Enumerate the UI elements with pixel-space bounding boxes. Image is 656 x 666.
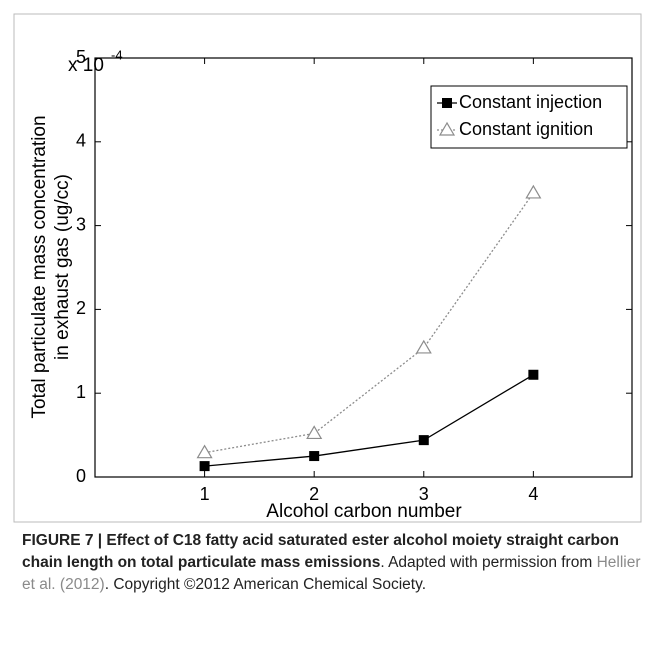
caption-title: FIGURE 7 | Effect of C18 fatty acid satu…: [22, 532, 619, 571]
legend-label: Constant injection: [459, 92, 602, 112]
chart: x 10 -4 Total particulate mass concentra…: [13, 13, 642, 523]
marker: [418, 435, 429, 446]
legend-marker: [438, 121, 456, 136]
x-axis-label: Alcohol carbon number: [266, 501, 462, 522]
y-tick-label: 4: [76, 131, 86, 151]
legend-box: [430, 85, 628, 149]
y-axis-label: Total particulate mass concentration: [29, 115, 50, 418]
plot-frame: [94, 57, 633, 478]
marker: [415, 339, 432, 354]
x-tick-label: 2: [309, 484, 319, 504]
series-line: [204, 192, 534, 454]
caption-text: . Adapted with permission from: [380, 554, 593, 571]
caption-citation: Hellier et al. (2012): [22, 554, 641, 593]
series-line: [204, 374, 534, 467]
y-tick-label: 2: [76, 298, 86, 318]
legend-marker: [442, 98, 452, 108]
marker: [309, 451, 320, 462]
x-tick-label: 3: [419, 484, 429, 504]
marker: [525, 184, 542, 199]
marker: [528, 369, 539, 380]
y-tick-label: 1: [76, 382, 86, 402]
caption-text: . Copyright ©2012 American Chemical Soci…: [104, 576, 426, 593]
x-tick-label: 4: [528, 484, 538, 504]
y-tick-label: 3: [76, 214, 86, 234]
y-scale-exponent: -4: [111, 47, 123, 62]
x-tick-label: 1: [200, 484, 210, 504]
marker: [306, 425, 323, 440]
marker: [196, 444, 213, 459]
marker: [199, 461, 210, 472]
legend-label: Constant ignition: [459, 119, 593, 139]
caption: FIGURE 7 | Effect of C18 fatty acid satu…: [22, 530, 642, 596]
figure-border: [13, 13, 642, 523]
y-axis-label: in exhaust gas (ug/cc): [52, 174, 73, 360]
y-tick-label: 0: [76, 466, 86, 486]
y-tick-label: 5: [76, 47, 86, 67]
